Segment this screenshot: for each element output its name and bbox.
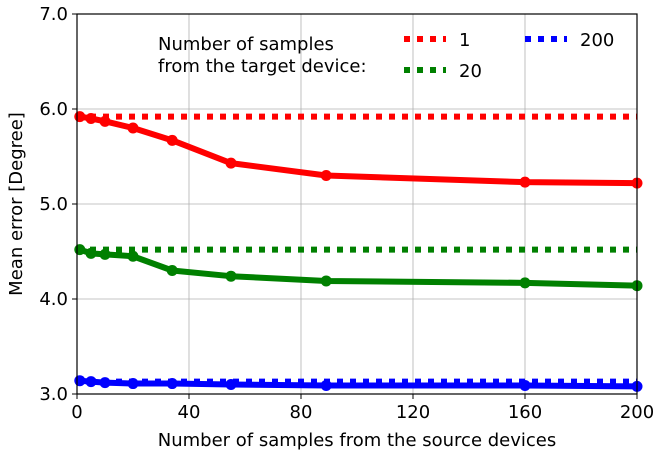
x-tick-label: 160 [508,402,542,423]
x-tick-label: 120 [396,402,430,423]
y-axis-ticks: 3.0 4.0 5.0 6.0 7.0 [39,4,77,405]
data-point-20 [519,277,531,289]
y-tick-label: 3.0 [39,384,68,405]
y-tick-label: 4.0 [39,289,68,310]
data-point-200 [85,376,97,388]
data-point-200 [225,379,237,390]
data-point-1 [85,113,97,124]
legend-label-1: 1 [459,30,470,51]
series-line-20 [78,246,638,289]
data-point-200 [166,378,178,390]
data-point-20 [74,244,86,256]
series-lines [74,111,643,392]
series-line-200 [79,377,638,390]
data-point-200 [320,379,332,391]
baseline-lines [77,113,637,385]
legend: Number of samples from the target device… [158,30,614,82]
x-tick-label: 0 [71,402,82,423]
y-tick-label: 7.0 [39,4,68,25]
legend-entries: 1 20 200 [404,30,614,82]
data-point-200 [127,378,139,390]
x-axis-label: Number of samples from the source device… [158,430,557,451]
data-point-20 [99,248,111,260]
data-point-1 [166,134,178,146]
data-point-1 [519,176,531,188]
series-line-1 [79,113,638,187]
x-tick-label: 200 [620,402,654,423]
legend-label-20: 20 [459,61,482,82]
data-point-200 [99,377,111,389]
data-point-1 [225,157,237,169]
data-point-1 [74,111,86,123]
legend-title-line-1: Number of samples [158,34,334,55]
legend-title-line-2: from the target device: [158,56,367,77]
y-tick-label: 5.0 [39,194,68,215]
x-tick-label: 40 [178,402,201,423]
data-point-1 [127,122,139,134]
y-tick-label: 6.0 [39,99,68,120]
data-point-20 [85,247,97,259]
data-point-20 [320,275,332,287]
x-tick-label: 80 [290,402,313,423]
legend-label-200: 200 [580,30,614,51]
data-point-1 [320,170,332,181]
x-axis-ticks: 0 40 80 120 160 200 [71,394,654,423]
data-point-200 [74,375,86,387]
data-point-1 [99,115,111,127]
data-point-20 [166,265,178,276]
data-point-20 [127,250,139,262]
data-point-20 [225,270,237,282]
y-axis-label: Mean error [Degree] [6,112,27,296]
data-point-200 [519,379,531,391]
